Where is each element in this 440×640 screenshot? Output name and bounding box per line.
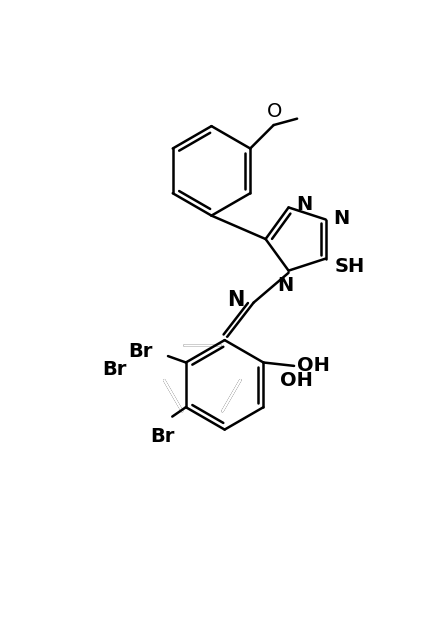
Text: Br: Br bbox=[102, 360, 126, 379]
Text: N: N bbox=[296, 195, 312, 214]
Text: OH: OH bbox=[280, 371, 313, 390]
Text: OH: OH bbox=[297, 356, 330, 376]
Text: N: N bbox=[277, 276, 293, 295]
Text: N: N bbox=[227, 291, 244, 310]
Text: N: N bbox=[334, 209, 350, 228]
Text: O: O bbox=[267, 102, 282, 121]
Text: SH: SH bbox=[335, 257, 365, 276]
Text: Br: Br bbox=[150, 427, 175, 446]
Text: Br: Br bbox=[129, 342, 153, 362]
